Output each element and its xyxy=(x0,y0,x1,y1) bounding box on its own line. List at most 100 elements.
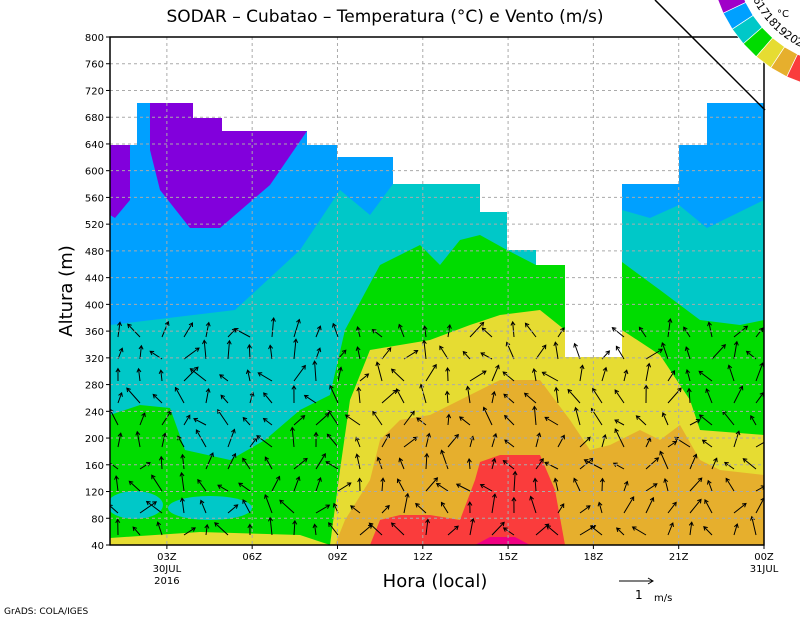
wind-vector xyxy=(601,366,608,382)
wind-vector xyxy=(491,364,500,382)
wind-vector xyxy=(398,323,405,338)
wind-vector xyxy=(263,392,273,404)
wind-vector xyxy=(199,499,207,514)
wind-vector xyxy=(707,321,713,338)
wind-vector xyxy=(733,385,744,404)
wind-vector xyxy=(179,497,185,514)
chart-title: SODAR – Cubatao – Temperatura (°C) e Ven… xyxy=(166,7,603,27)
wind-vector xyxy=(197,478,207,492)
wind-vector xyxy=(742,458,757,470)
wind-vector xyxy=(674,436,691,448)
wind-vector xyxy=(381,504,390,514)
region-22 xyxy=(475,537,530,545)
wind-vector xyxy=(183,322,193,338)
wind-vector xyxy=(447,525,459,536)
wind-vector xyxy=(645,348,664,360)
wind-vector xyxy=(217,484,229,492)
wind-vector xyxy=(510,320,516,338)
wind-vector xyxy=(635,415,647,426)
wind-vector xyxy=(511,496,517,514)
wind-vector xyxy=(553,477,559,492)
wind-vector xyxy=(315,325,322,338)
wind-vector xyxy=(425,518,431,536)
y-tick-label: 440 xyxy=(85,274,104,285)
wind-vector xyxy=(161,432,167,448)
wind-vector xyxy=(403,492,410,514)
wind-vector xyxy=(115,518,121,536)
y-tick-label: 680 xyxy=(85,113,104,124)
wind-vector xyxy=(117,432,123,448)
wind-vector xyxy=(205,387,211,404)
wind-vector xyxy=(368,522,383,536)
wind-vector xyxy=(337,482,352,492)
wind-vector xyxy=(227,504,239,514)
wind-vector xyxy=(643,384,649,404)
wind-vector xyxy=(523,392,537,404)
footer-credit: GrADS: COLA/IGES xyxy=(4,607,88,617)
y-tick-label: 720 xyxy=(85,86,104,97)
wind-vector xyxy=(375,361,383,382)
wind-vector xyxy=(115,367,121,382)
wind-vector xyxy=(293,338,299,360)
region-17-patch xyxy=(110,491,163,519)
wind-vector xyxy=(546,525,559,536)
wind-vector xyxy=(279,499,295,514)
wind-vector xyxy=(247,523,253,536)
wind-vector xyxy=(597,501,603,514)
wind-vector xyxy=(579,505,591,514)
region-15 xyxy=(110,103,307,228)
wind-vector xyxy=(491,457,497,470)
wind-vector xyxy=(328,522,339,536)
wind-vector xyxy=(667,318,673,338)
wind-vector xyxy=(482,406,493,426)
colorbar-label: 17 xyxy=(753,0,772,19)
y-tick-label: 280 xyxy=(85,381,104,392)
colorbar-unit: °C xyxy=(777,9,789,20)
wind-vector xyxy=(205,321,211,338)
wind-vector xyxy=(614,419,625,426)
x-axis-label: Hora (local) xyxy=(383,571,488,592)
wind-vector xyxy=(227,452,237,470)
wind-vector xyxy=(127,323,141,338)
y-axis-label: Altura (m) xyxy=(56,245,77,337)
wind-vector xyxy=(689,498,702,514)
wind-vector xyxy=(138,344,144,360)
y-tick-label: 40 xyxy=(91,541,104,552)
wind-vector xyxy=(612,462,625,470)
wind-vector xyxy=(396,478,405,492)
wind-vector xyxy=(136,367,142,382)
wind-vector xyxy=(440,449,449,470)
wind-vector xyxy=(114,475,119,492)
wind-vector xyxy=(573,342,581,360)
wind-vector xyxy=(684,346,691,360)
wind-vector xyxy=(183,347,200,360)
y-tick-label: 240 xyxy=(85,407,104,418)
x-tick-label: 00Z xyxy=(754,552,774,563)
wind-vector xyxy=(645,483,658,492)
wind-vector xyxy=(249,391,255,404)
region-16-right xyxy=(622,103,764,228)
x-tick-sublabel: 2016 xyxy=(154,576,179,587)
wind-vector xyxy=(117,347,124,360)
wind-vector xyxy=(381,433,390,448)
wind-vector xyxy=(233,328,251,338)
wind-vector xyxy=(356,386,362,404)
wind-vector xyxy=(219,374,229,382)
wind-vector xyxy=(469,321,485,338)
colorbar-swatch xyxy=(786,53,800,83)
wind-vector xyxy=(355,453,361,470)
colorbar-label: 21 xyxy=(793,35,800,53)
y-tick-label: 320 xyxy=(85,354,104,365)
wind-vector xyxy=(315,347,322,360)
wind-vector xyxy=(264,456,273,470)
wind-vector xyxy=(161,320,170,338)
wind-vector xyxy=(315,504,331,514)
wind-vector xyxy=(698,414,713,426)
wind-vector xyxy=(444,390,450,404)
x-tick-label: 03Z xyxy=(157,552,177,563)
wind-vector xyxy=(733,340,739,360)
y-tick-label: 400 xyxy=(85,300,104,311)
wind-vector xyxy=(422,325,428,338)
wind-vector xyxy=(711,343,726,360)
